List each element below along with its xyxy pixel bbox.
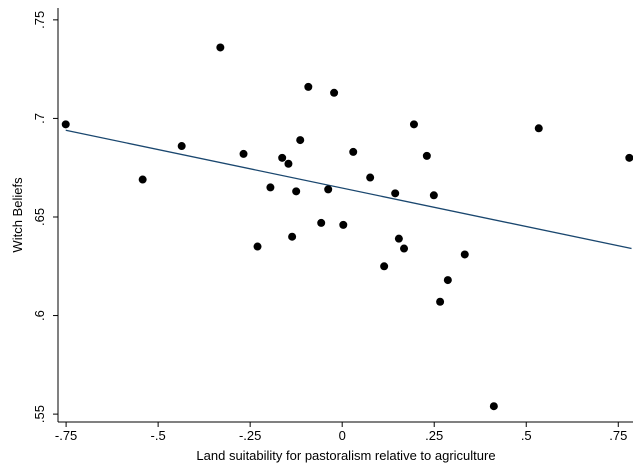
scatter-point xyxy=(324,185,333,194)
y-tick-label: .75 xyxy=(32,11,47,29)
scatter-point xyxy=(366,173,375,182)
scatter-point xyxy=(296,136,305,145)
x-tick-label: .75 xyxy=(609,428,627,443)
scatter-point xyxy=(288,232,297,241)
scatter-point xyxy=(400,244,409,253)
scatter-point xyxy=(330,88,339,97)
scatter-point xyxy=(409,120,418,129)
scatter-point xyxy=(304,82,313,91)
x-axis-title: Land suitability for pastoralism relativ… xyxy=(196,448,495,463)
scatter-point xyxy=(443,276,452,285)
y-tick-label: .6 xyxy=(32,310,47,321)
x-tick-label: -.5 xyxy=(151,428,166,443)
scatter-point xyxy=(292,187,301,196)
y-axis-title: Witch Beliefs xyxy=(10,177,25,253)
x-tick-label: 0 xyxy=(339,428,346,443)
x-tick-label: -.75 xyxy=(55,428,77,443)
scatter-point xyxy=(317,218,326,227)
scatter-point xyxy=(266,183,275,192)
scatter-point xyxy=(380,262,389,271)
scatter-point xyxy=(177,142,186,151)
x-tick-label: .5 xyxy=(521,428,532,443)
scatter-point xyxy=(489,402,498,411)
scatter-point xyxy=(61,120,70,129)
scatter-point xyxy=(349,147,358,156)
scatter-point xyxy=(284,159,293,168)
scatter-point xyxy=(394,234,403,243)
y-tick-label: .65 xyxy=(32,208,47,226)
scatter-point xyxy=(534,124,543,133)
scatter-point xyxy=(278,153,287,162)
scatter-point xyxy=(216,43,225,52)
scatter-point xyxy=(339,220,348,229)
y-tick-label: .7 xyxy=(32,113,47,124)
scatter-point xyxy=(391,189,400,198)
scatter-point xyxy=(138,175,147,184)
scatter-point xyxy=(436,297,445,306)
fit-line xyxy=(65,129,632,250)
x-tick-label: .25 xyxy=(425,428,443,443)
scatter-point xyxy=(422,151,431,160)
scatter-point xyxy=(429,191,438,200)
scatter-point xyxy=(625,153,633,162)
scatter-point xyxy=(253,242,262,251)
scatter-point xyxy=(239,149,248,158)
y-tick-label: .55 xyxy=(32,405,47,423)
x-tick-label: -.25 xyxy=(239,428,261,443)
scatter-point xyxy=(460,250,469,259)
